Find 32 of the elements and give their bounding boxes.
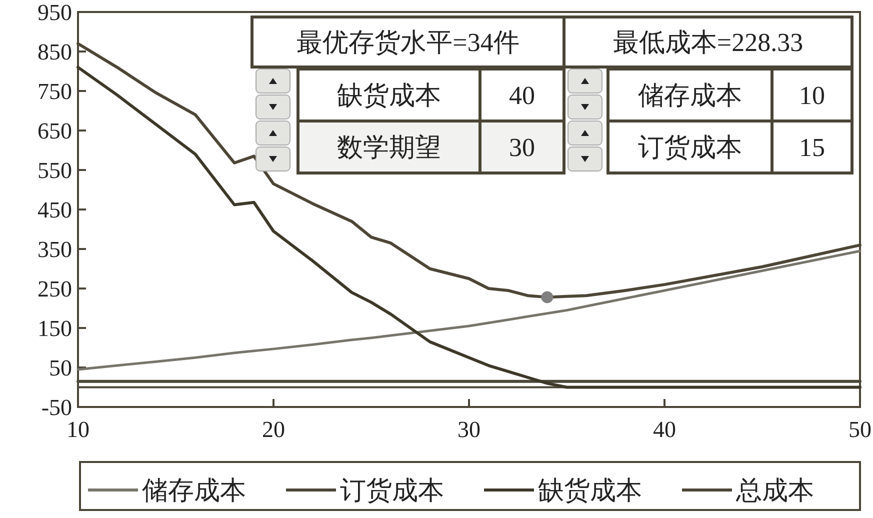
y-tick-label: 550 xyxy=(38,158,72,183)
x-tick-label: 30 xyxy=(458,417,480,442)
x-tick-label: 10 xyxy=(66,417,90,442)
y-tick-label: -50 xyxy=(41,395,72,420)
y-tick-label: 750 xyxy=(38,79,72,104)
y-tick-label: 450 xyxy=(38,198,72,222)
annotation: 15 xyxy=(799,133,825,162)
annotation: 10 xyxy=(799,81,825,110)
annotation: 缺货成本 xyxy=(337,81,441,110)
legend-label: 储存成本 xyxy=(142,476,246,505)
annotation: 订货成本 xyxy=(638,133,742,162)
y-tick-label: 150 xyxy=(38,316,72,341)
annotation: 30 xyxy=(509,133,535,162)
line-series xyxy=(76,250,862,371)
y-tick-label: 250 xyxy=(38,276,72,302)
annotation: 40 xyxy=(509,81,535,110)
y-tick-label: 350 xyxy=(38,237,72,262)
legend-label: 缺货成本 xyxy=(538,476,642,505)
legend-label: 订货成本 xyxy=(340,476,444,505)
annotation: 最优存货水平=34件 xyxy=(296,28,520,57)
annotation: 储存成本 xyxy=(638,81,742,110)
annotation: 数学期望 xyxy=(337,133,441,162)
x-tick-label: 40 xyxy=(653,417,676,442)
line-series xyxy=(76,66,862,389)
legend-label: 总成本 xyxy=(735,476,814,505)
annotation: 最低成本=228.33 xyxy=(612,28,804,57)
y-tick-label: 50 xyxy=(49,356,72,380)
y-tick-label: 950 xyxy=(38,0,72,25)
y-tick-label: 650 xyxy=(38,118,72,144)
x-tick-label: 20 xyxy=(262,417,285,442)
y-tick-label: 850 xyxy=(38,40,72,64)
x-tick-label: 50 xyxy=(848,417,872,442)
